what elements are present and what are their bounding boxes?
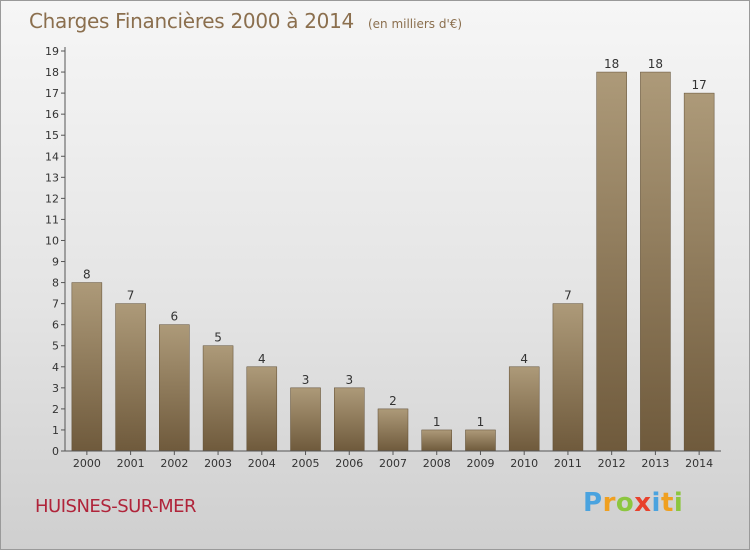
logo-letter: x [634, 488, 652, 518]
y-tick-label: 3 [52, 382, 59, 395]
logo-letter: r [602, 488, 616, 518]
bar-2003 [202, 345, 234, 452]
bar-2010 [508, 366, 540, 452]
bar-2012 [596, 71, 627, 452]
data-label-2006: 3 [345, 373, 353, 387]
bars: 8 7 6 5 4 3 3 2 1 1 4 7 18 18 17 [71, 57, 715, 452]
x-tick-label-2008: 2008 [423, 457, 451, 470]
x-tick-label-2010: 2010 [510, 457, 538, 470]
y-tick-label: 12 [45, 192, 59, 205]
y-tick-label: 13 [45, 171, 59, 184]
y-tick-label: 17 [45, 87, 59, 100]
x-tick-label-2002: 2002 [160, 457, 188, 470]
y-tick-label: 4 [52, 361, 59, 374]
bar-2001 [115, 303, 146, 452]
bar-2007 [377, 408, 409, 452]
x-tick-label-2011: 2011 [554, 457, 582, 470]
y-tick-label: 11 [45, 213, 59, 226]
bar-2013 [640, 71, 671, 452]
y-tick-label: 8 [52, 277, 59, 290]
bar-2002 [159, 324, 190, 452]
logo-letter: P [583, 488, 603, 518]
y-tick-label: 9 [52, 256, 59, 269]
data-label-2007: 2 [389, 394, 397, 408]
x-tick-label-2006: 2006 [335, 457, 363, 470]
data-label-2013: 18 [648, 57, 663, 71]
data-label-2002: 6 [171, 310, 179, 324]
data-label-2003: 5 [214, 331, 222, 345]
bar-2009 [465, 429, 496, 452]
data-label-2001: 7 [127, 289, 135, 303]
y-tick-label: 1 [52, 424, 59, 437]
data-label-2008: 1 [433, 415, 441, 429]
chart-title: Charges Financières 2000 à 2014 (en milli… [29, 9, 462, 33]
bar-2008 [421, 429, 452, 452]
y-tick-label: 6 [52, 319, 59, 332]
y-tick-label: 7 [52, 298, 59, 311]
x-tick-label-2003: 2003 [204, 457, 232, 470]
bar-2004 [246, 366, 278, 452]
x-tick-label-2001: 2001 [117, 457, 145, 470]
y-tick-label: 18 [45, 66, 59, 79]
x-tick-label-2013: 2013 [641, 457, 669, 470]
bar-2014 [683, 92, 715, 452]
proxiti-logo: Proxiti [583, 488, 683, 518]
logo-letter: t [660, 488, 674, 518]
data-label-2005: 3 [302, 373, 310, 387]
data-label-2000: 8 [83, 268, 91, 282]
data-label-2009: 1 [477, 415, 485, 429]
x-tick-label-2005: 2005 [292, 457, 320, 470]
bar-2000 [71, 282, 103, 452]
y-tick-label: 14 [45, 150, 59, 163]
bar-2011 [552, 303, 584, 452]
chart-title-text: Charges Financières 2000 à 2014 [29, 9, 354, 33]
data-label-2010: 4 [520, 352, 528, 366]
x-tick-label-2014: 2014 [685, 457, 713, 470]
logo-letter: i [651, 488, 661, 518]
logo-letter: i [673, 488, 684, 518]
chart-subtitle: (en milliers d'€) [367, 17, 463, 31]
bar-2006 [334, 387, 365, 452]
x-tick-label-2004: 2004 [248, 457, 276, 470]
data-label-2004: 4 [258, 352, 266, 366]
logo-letter: o [615, 488, 635, 518]
y-tick-label: 2 [52, 403, 59, 416]
x-axis: 2000 2001 2002 2003 2004 2005 2006 2007 2008 2009… [65, 450, 721, 470]
y-tick-label: 0 [52, 445, 59, 458]
bar-2005 [290, 387, 321, 452]
x-tick-label-2000: 2000 [73, 457, 101, 470]
data-label-2014: 17 [691, 78, 706, 92]
y-tick-label: 5 [52, 340, 59, 353]
x-tick-label-2009: 2009 [466, 457, 494, 470]
data-label-2012: 18 [604, 57, 619, 71]
commune-name: HUISNES-SUR-MER [35, 496, 197, 517]
y-tick-label: 19 [45, 45, 59, 58]
y-tick-label: 15 [45, 129, 59, 142]
y-tick-label: 10 [45, 234, 59, 247]
x-tick-label-2007: 2007 [379, 457, 407, 470]
y-tick-label: 16 [45, 108, 59, 121]
x-tick-label-2012: 2012 [598, 457, 626, 470]
data-label-2011: 7 [564, 289, 572, 303]
